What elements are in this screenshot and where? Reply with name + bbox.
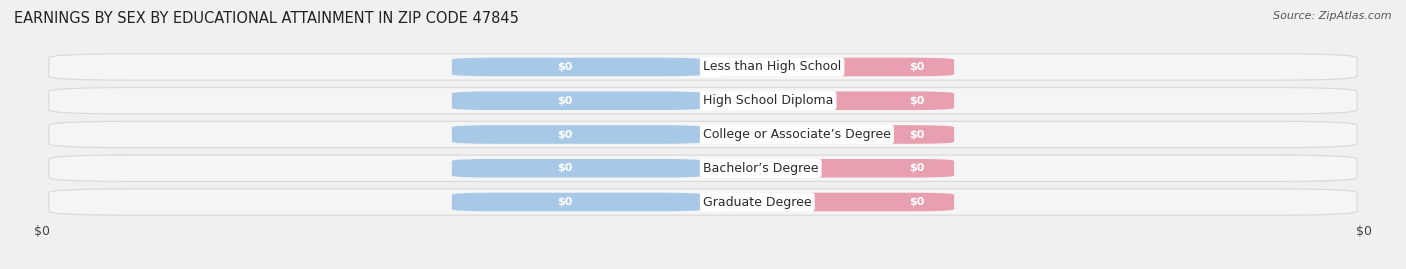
Text: $0: $0 — [908, 129, 924, 140]
FancyBboxPatch shape — [451, 125, 703, 144]
Text: $0: $0 — [557, 96, 572, 106]
FancyBboxPatch shape — [703, 125, 955, 144]
FancyBboxPatch shape — [451, 159, 703, 178]
FancyBboxPatch shape — [49, 88, 1357, 114]
Text: $0: $0 — [908, 62, 924, 72]
Text: High School Diploma: High School Diploma — [703, 94, 834, 107]
Text: $0: $0 — [557, 197, 572, 207]
Text: $0: $0 — [557, 62, 572, 72]
FancyBboxPatch shape — [49, 155, 1357, 181]
Text: $0: $0 — [557, 163, 572, 173]
FancyBboxPatch shape — [451, 193, 703, 211]
FancyBboxPatch shape — [451, 91, 703, 110]
FancyBboxPatch shape — [451, 58, 703, 76]
Text: College or Associate’s Degree: College or Associate’s Degree — [703, 128, 891, 141]
Text: $0: $0 — [557, 129, 572, 140]
FancyBboxPatch shape — [49, 121, 1357, 148]
FancyBboxPatch shape — [49, 54, 1357, 80]
Text: Bachelor’s Degree: Bachelor’s Degree — [703, 162, 818, 175]
Text: $0: $0 — [908, 163, 924, 173]
FancyBboxPatch shape — [49, 189, 1357, 215]
Text: $0: $0 — [908, 96, 924, 106]
FancyBboxPatch shape — [703, 91, 955, 110]
Text: $0: $0 — [908, 197, 924, 207]
FancyBboxPatch shape — [703, 58, 955, 76]
FancyBboxPatch shape — [703, 159, 955, 178]
Text: Source: ZipAtlas.com: Source: ZipAtlas.com — [1274, 11, 1392, 21]
Text: Graduate Degree: Graduate Degree — [703, 196, 811, 208]
FancyBboxPatch shape — [703, 193, 955, 211]
Text: Less than High School: Less than High School — [703, 61, 841, 73]
Text: EARNINGS BY SEX BY EDUCATIONAL ATTAINMENT IN ZIP CODE 47845: EARNINGS BY SEX BY EDUCATIONAL ATTAINMEN… — [14, 11, 519, 26]
